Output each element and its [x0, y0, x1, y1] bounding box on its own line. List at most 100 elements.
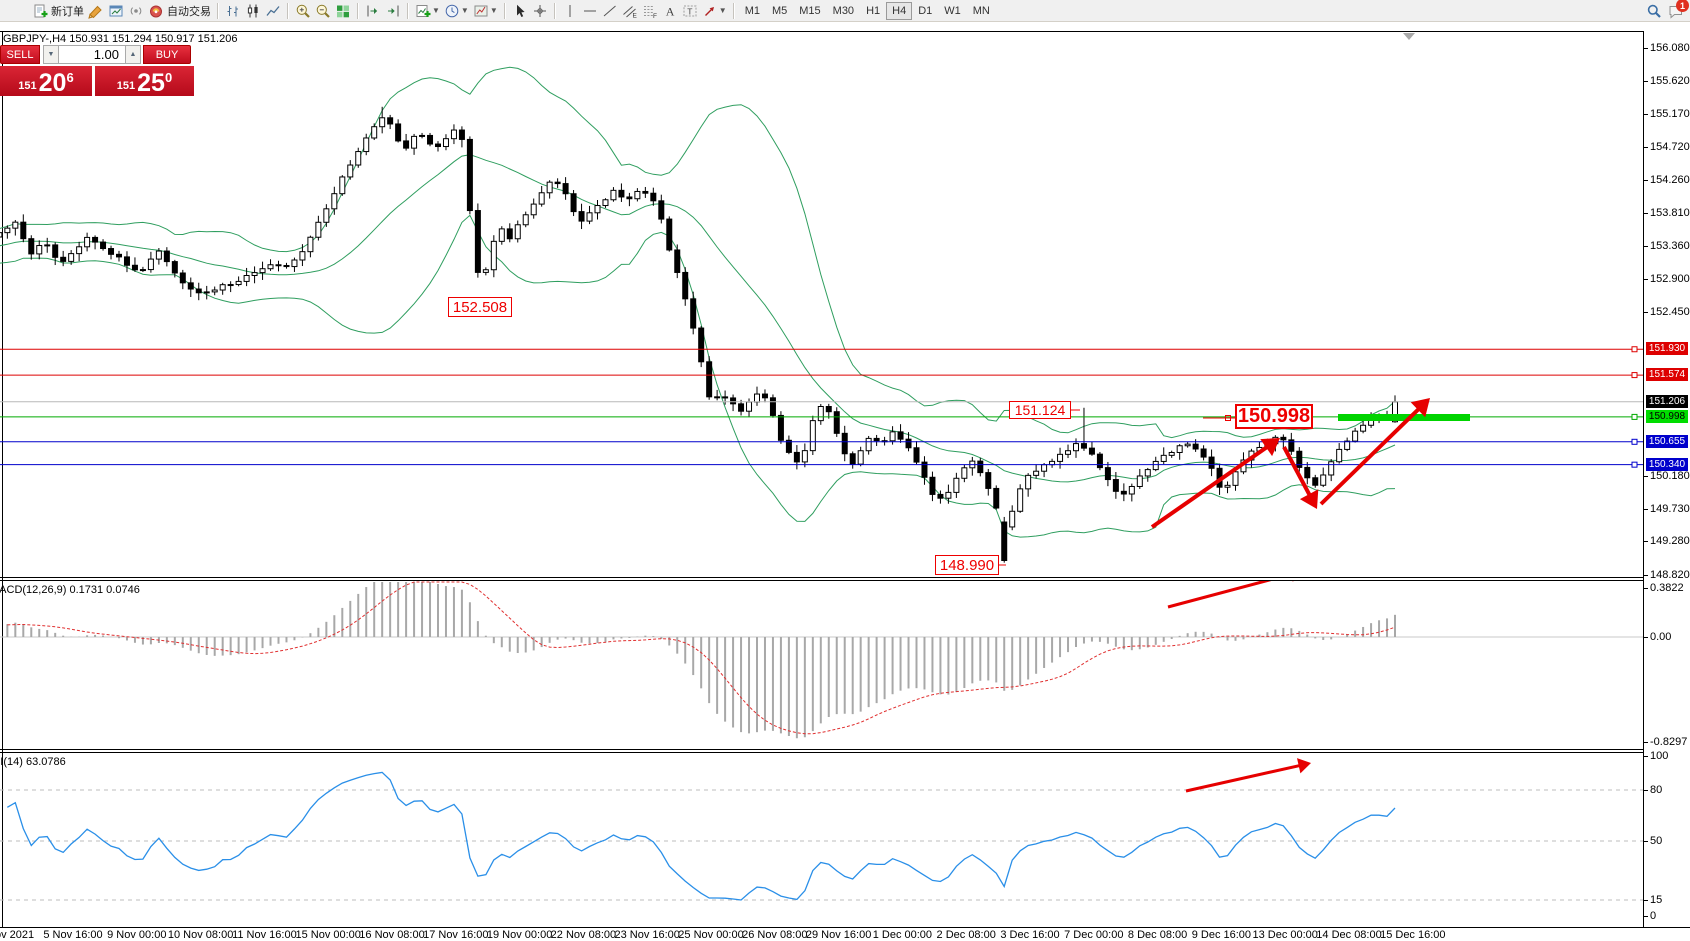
notifications-button[interactable]: 1	[1666, 0, 1689, 21]
timeframe-m1[interactable]: M1	[739, 2, 766, 20]
volume-input[interactable]	[59, 45, 125, 64]
price-annotation-label[interactable]: 148.990	[935, 555, 999, 575]
volume-decrease-button[interactable]: ▼	[43, 45, 59, 64]
trend-arrow[interactable]	[1185, 763, 1304, 793]
rsi-panel	[0, 758, 1643, 901]
signals-button[interactable]	[126, 1, 146, 21]
sell-button[interactable]: SELL	[0, 45, 40, 64]
periods-button[interactable]: ▼	[442, 1, 471, 21]
chart-shift-button[interactable]	[383, 1, 403, 21]
time-tick-label: 16 Nov 08:00	[359, 929, 425, 941]
time-tick-label: 25 Nov 00:00	[678, 929, 744, 941]
price-axis[interactable]: 156.080 155.620 155.170 154.720 154.260 153.8…	[1644, 31, 1690, 927]
fibonacci-button[interactable]: F	[640, 1, 660, 21]
candle	[131, 264, 138, 271]
bar-chart-button[interactable]	[223, 1, 243, 21]
toolbar-separator	[553, 2, 556, 19]
price-tick-label: 154.720	[1650, 141, 1690, 153]
candle	[793, 451, 800, 463]
candle	[427, 134, 434, 145]
timeframe-m5[interactable]: M5	[766, 2, 793, 20]
volume-increase-button[interactable]: ▲	[125, 45, 141, 64]
time-tick-label: 11 Nov 16:00	[232, 929, 297, 941]
search-button[interactable]	[1644, 1, 1664, 21]
svg-text:T: T	[687, 6, 692, 16]
rsi-separator-bottom[interactable]	[0, 752, 1690, 753]
timeframe-w1[interactable]: W1	[938, 2, 967, 20]
price-annotation-label[interactable]: 151.124	[1009, 401, 1071, 419]
auto-scroll-button[interactable]	[363, 1, 383, 21]
buy-button[interactable]: BUY	[143, 45, 191, 64]
price-annotation-label[interactable]: 152.508	[448, 297, 512, 317]
candle	[562, 183, 569, 195]
candle	[155, 250, 162, 260]
candle	[1128, 485, 1135, 495]
breakout-highlight-bar[interactable]	[1338, 414, 1470, 421]
macd-separator-bottom[interactable]	[0, 580, 1690, 581]
zoom-out-button[interactable]	[313, 1, 333, 21]
rsi-separator-top[interactable]	[0, 749, 1690, 750]
vertical-line-button[interactable]	[560, 1, 580, 21]
candlestick-chart-button[interactable]	[243, 1, 263, 21]
timeframe-m15[interactable]: M15	[793, 2, 826, 20]
tile-windows-button[interactable]	[333, 1, 353, 21]
new-order-button[interactable]: 新订单	[30, 1, 86, 21]
candle	[84, 236, 91, 248]
line-chart-button[interactable]	[263, 1, 283, 21]
trend-arrow[interactable]	[1150, 442, 1273, 529]
candle	[474, 210, 481, 273]
support-level-badge[interactable]: 150.340	[1646, 458, 1688, 471]
horizontal-line-button[interactable]	[580, 1, 600, 21]
macd-label: MACD(12,26,9) 0.1731 0.0746	[0, 584, 140, 596]
timeframe-h4[interactable]: H4	[886, 1, 913, 20]
timeframe-d1[interactable]: D1	[912, 2, 938, 20]
templates-button[interactable]: ▼	[471, 1, 500, 21]
resistance-level-badge[interactable]: 151.930	[1646, 342, 1688, 355]
price-annotation-label[interactable]: 150.998	[1235, 404, 1313, 429]
arrows-button[interactable]: ▼	[700, 1, 729, 21]
candle	[945, 491, 952, 499]
trendline-button[interactable]	[600, 1, 620, 21]
highlight-button[interactable]	[86, 1, 106, 21]
timeframe-mn[interactable]: MN	[967, 2, 996, 20]
candle	[1304, 466, 1311, 479]
current-price-badge[interactable]: 151.206	[1646, 395, 1688, 408]
auto-trading-button[interactable]: 自动交易	[146, 1, 213, 21]
macd-separator-top[interactable]	[0, 577, 1690, 578]
trend-arrow[interactable]	[1319, 403, 1425, 506]
new-chart-button[interactable]	[106, 1, 126, 21]
equidistant-channel-button[interactable]: E	[620, 1, 640, 21]
candle	[873, 437, 880, 442]
candle	[307, 236, 314, 253]
macd-panel	[0, 573, 1643, 739]
trend-arrow[interactable]	[1167, 573, 1296, 609]
candle	[403, 140, 410, 149]
candle	[1352, 430, 1359, 442]
trend-arrow-head	[1297, 758, 1311, 774]
support-level-badge[interactable]: 150.655	[1646, 435, 1688, 448]
axis-tick	[1644, 509, 1648, 510]
candle	[714, 396, 721, 399]
crosshair-button[interactable]	[530, 1, 550, 21]
candle	[52, 244, 59, 258]
text-label-button[interactable]: T	[680, 1, 700, 21]
timeframe-m30[interactable]: M30	[827, 2, 860, 20]
trend-arrow[interactable]	[1282, 446, 1315, 502]
chart-shift-marker[interactable]	[1403, 33, 1415, 40]
time-tick-label: 2 Dec 08:00	[936, 929, 996, 941]
zoom-in-button[interactable]	[293, 1, 313, 21]
resistance-level-badge[interactable]: 151.574	[1646, 368, 1688, 381]
rsi-tick-label: 0	[1650, 910, 1657, 922]
sell-price[interactable]: 151 20 6	[0, 66, 92, 96]
cursor-button[interactable]	[510, 1, 530, 21]
text-button[interactable]: A	[660, 1, 680, 21]
rsi-line	[6, 771, 1396, 901]
axis-tick	[1644, 81, 1648, 82]
breakout-level-badge[interactable]: 150.998	[1646, 410, 1688, 423]
indicators-button[interactable]: ▼	[413, 1, 442, 21]
timeframe-h1[interactable]: H1	[860, 2, 886, 20]
price-tick-label: 152.450	[1650, 306, 1690, 318]
buy-price[interactable]: 151 25 0	[95, 66, 194, 96]
